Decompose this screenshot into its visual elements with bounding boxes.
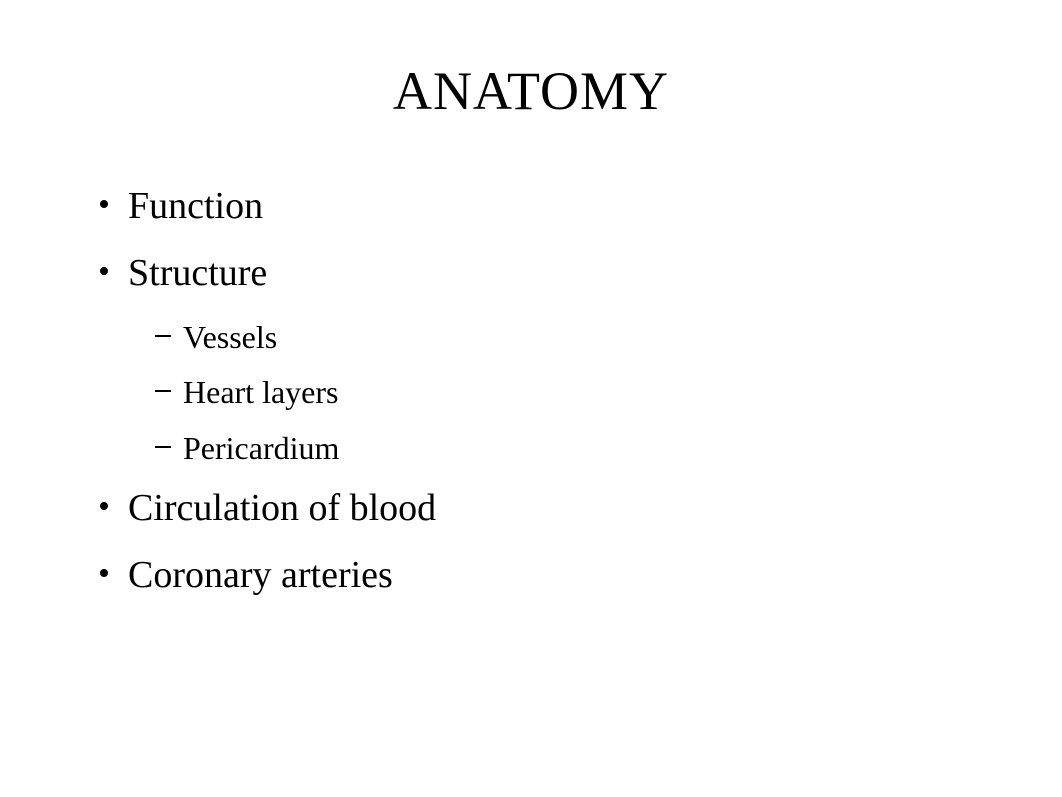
slide-container: ANATOMY Function Structure Vessels Heart… (0, 0, 1062, 797)
sub-bullet-label: Heart layers (183, 372, 338, 414)
list-item: Function (100, 182, 992, 231)
list-item: Structure (100, 249, 992, 298)
bullet-label: Circulation of blood (128, 484, 436, 533)
bullet-label: Function (128, 182, 263, 231)
bullet-icon (100, 569, 108, 577)
dash-icon (155, 446, 171, 448)
sub-list-item: Vessels (155, 317, 992, 359)
sub-bullet-label: Vessels (183, 317, 277, 359)
bullet-icon (100, 200, 108, 208)
bullet-icon (100, 267, 108, 275)
slide-content: Function Structure Vessels Heart layers … (70, 182, 992, 600)
sub-list-item: Heart layers (155, 372, 992, 414)
bullet-label: Coronary arteries (128, 551, 393, 600)
list-item: Circulation of blood (100, 484, 992, 533)
list-item: Coronary arteries (100, 551, 992, 600)
bullet-label: Structure (128, 249, 267, 298)
bullet-icon (100, 502, 108, 510)
sub-bullet-label: Pericardium (183, 428, 339, 470)
slide-title: ANATOMY (70, 60, 992, 122)
sub-list-item: Pericardium (155, 428, 992, 470)
dash-icon (155, 390, 171, 392)
sub-list: Vessels Heart layers Pericardium (100, 317, 992, 470)
dash-icon (155, 335, 171, 337)
